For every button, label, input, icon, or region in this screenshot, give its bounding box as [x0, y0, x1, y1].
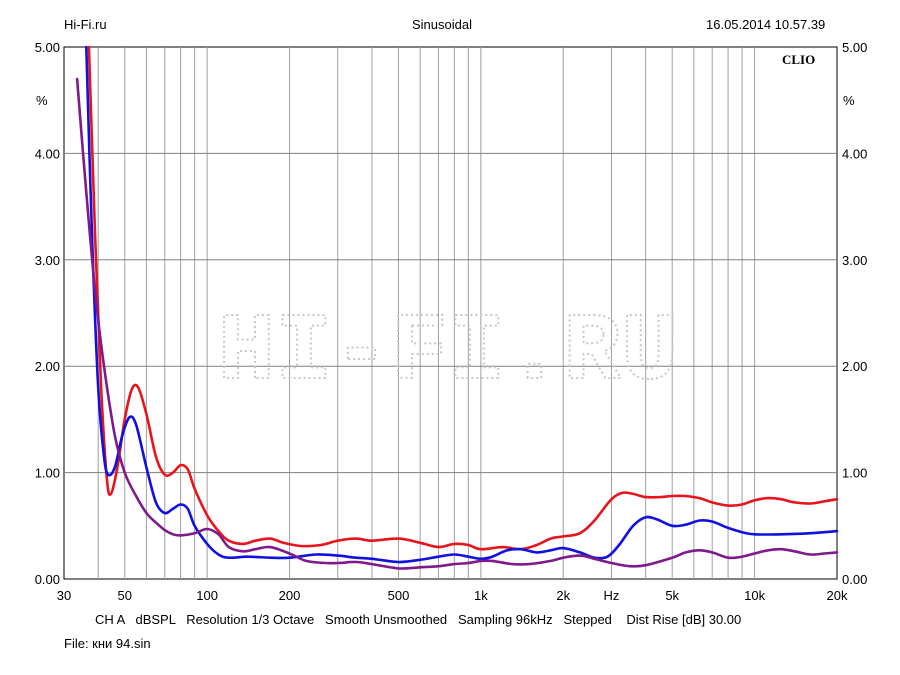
y-tick-label-left: 4.00 [35, 146, 60, 161]
series-line-3 [75, 77, 839, 570]
header-site-label: Hi-Fi.ru [64, 17, 107, 32]
y-tick-label-right: 3.00 [842, 253, 867, 268]
y-tick-label-right: 2.00 [842, 359, 867, 374]
y-tick-label-right: 5.00 [842, 40, 867, 55]
watermark-text: HI-FI.RU [218, 298, 679, 407]
file-name-label: File: кни 94.sin [64, 636, 151, 651]
x-tick-label: 20k [827, 588, 848, 603]
y-tick-label-left: 2.00 [35, 359, 60, 374]
y-tick-label-left: 5.00 [35, 40, 60, 55]
x-tick-label: 100 [196, 588, 218, 603]
x-tick-label: 5k [665, 588, 679, 603]
x-tick-label: 2k [556, 588, 570, 603]
y-tick-label-right: 1.00 [842, 466, 867, 481]
x-axis: 30 50 100 200 500 1k 2k Hz 5k 10k 20k [57, 588, 848, 603]
y-unit-left: % [36, 93, 48, 108]
x-tick-label: 1k [474, 588, 488, 603]
y-axis-right: 0.00 1.00 2.00 3.00 4.00 5.00 [842, 40, 867, 587]
grid [64, 47, 837, 579]
header-timestamp: 16.05.2014 10.57.39 [706, 17, 826, 32]
series-line-1 [87, 45, 839, 551]
y-axis-left: 0.00 1.00 2.00 3.00 4.00 5.00 [35, 40, 60, 587]
x-tick-label: 50 [117, 588, 131, 603]
y-tick-label-left: 1.00 [35, 466, 60, 481]
x-tick-label: Hz [604, 588, 620, 603]
plot-area-frame [63, 46, 838, 580]
measurement-settings: CH A dBSPL Resolution 1/3 Octave Smooth … [95, 612, 742, 627]
y-tick-label-left: 0.00 [35, 572, 60, 587]
clio-brand-label: CLIO [782, 52, 815, 67]
header-mode-label: Sinusoidal [412, 17, 472, 32]
series-layer [75, 45, 839, 570]
y-tick-label-left: 3.00 [35, 253, 60, 268]
y-unit-right: % [843, 93, 855, 108]
x-tick-label: 10k [744, 588, 765, 603]
x-tick-label: 30 [57, 588, 71, 603]
y-tick-label-right: 0.00 [842, 572, 867, 587]
x-tick-label: 500 [388, 588, 410, 603]
y-tick-label-right: 4.00 [842, 146, 867, 161]
x-tick-label: 200 [279, 588, 301, 603]
series-line-2 [85, 45, 839, 564]
